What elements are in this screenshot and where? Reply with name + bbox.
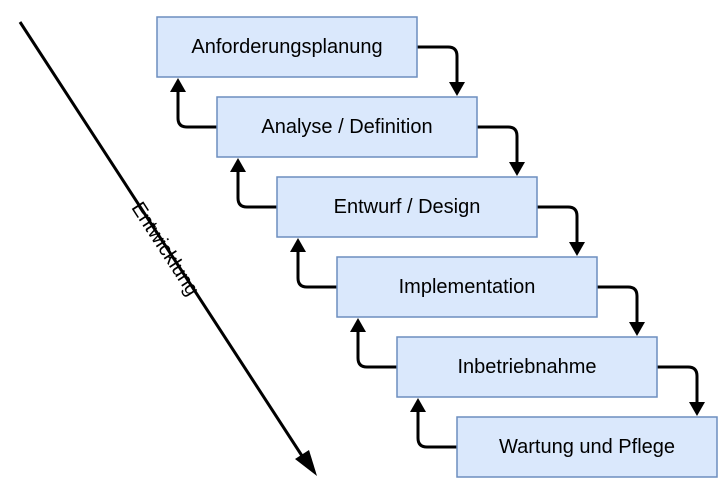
stage-label: Inbetriebnahme bbox=[458, 356, 597, 378]
stage-label: Wartung und Pflege bbox=[499, 436, 675, 458]
forward-connector-5 bbox=[657, 365, 699, 404]
forward-arrowhead-3 bbox=[569, 242, 585, 256]
stage-box-implementation: Implementation bbox=[336, 256, 598, 318]
feedback-arrowhead-2 bbox=[230, 158, 246, 172]
stage-label: Implementation bbox=[399, 276, 536, 298]
stage-box-anforderungsplanung: Anforderungsplanung bbox=[156, 16, 418, 78]
forward-connector-4 bbox=[597, 285, 639, 324]
development-axis: Entwicklung bbox=[18, 21, 317, 476]
forward-arrowhead-1 bbox=[449, 82, 465, 96]
forward-connectors bbox=[417, 45, 705, 416]
feedback-connector-1 bbox=[176, 90, 217, 129]
development-axis-label-bg bbox=[123, 127, 212, 243]
feedback-arrowhead-4 bbox=[350, 318, 366, 332]
forward-connector-1 bbox=[417, 45, 459, 84]
forward-connector-2 bbox=[477, 125, 519, 164]
stage-label: Analyse / Definition bbox=[261, 116, 432, 138]
stage-label: Entwurf / Design bbox=[334, 196, 481, 218]
development-axis-arrowhead bbox=[295, 450, 317, 476]
stage-box-analyse-definition: Analyse / Definition bbox=[216, 96, 478, 158]
feedback-connector-3 bbox=[296, 250, 337, 289]
feedback-arrowhead-3 bbox=[290, 238, 306, 252]
feedback-connector-4 bbox=[356, 330, 397, 369]
feedback-arrowhead-5 bbox=[410, 398, 426, 412]
forward-connector-3 bbox=[537, 205, 579, 244]
forward-arrowhead-4 bbox=[629, 322, 645, 336]
stage-box-inbetriebnahme: Inbetriebnahme bbox=[396, 336, 658, 398]
forward-arrowhead-5 bbox=[689, 402, 705, 416]
development-axis-line bbox=[18, 21, 308, 463]
stage-label: Anforderungsplanung bbox=[191, 36, 382, 58]
stage-box-wartung-und-pflege: Wartung und Pflege bbox=[456, 416, 718, 478]
feedback-connector-2 bbox=[236, 170, 277, 209]
feedback-connectors bbox=[170, 78, 457, 449]
forward-arrowhead-2 bbox=[509, 162, 525, 176]
feedback-connector-5 bbox=[416, 410, 457, 449]
feedback-arrowhead-1 bbox=[170, 78, 186, 92]
stage-box-entwurf-design: Entwurf / Design bbox=[276, 176, 538, 238]
